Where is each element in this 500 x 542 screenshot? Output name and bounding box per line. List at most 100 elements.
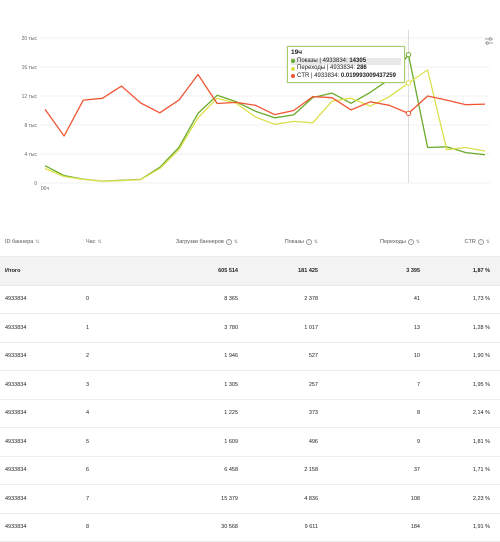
tooltip-row-value: 0.019993009437259	[341, 73, 396, 81]
y-tick-label: 0	[34, 181, 37, 187]
header-label: Переходы	[380, 239, 406, 245]
table-row: 4933834 8 30 568 9 611 184 1,91 %	[0, 514, 500, 542]
hover-point	[406, 52, 410, 56]
table-cell: 4933834	[5, 457, 26, 485]
table-cell: 7	[86, 485, 89, 513]
header-label: Показы	[285, 239, 304, 245]
table-cell: 2,14 %	[473, 400, 490, 428]
tooltip-title: 19ч	[291, 49, 401, 57]
column-header-shows[interactable]: Показы?⇅	[285, 228, 318, 256]
table-cell: 7	[417, 371, 420, 399]
table-cell: 3	[86, 371, 89, 399]
series-dot-icon	[291, 74, 295, 78]
info-icon[interactable]: ?	[478, 239, 484, 245]
sort-icon: ⇅	[314, 239, 318, 245]
info-icon[interactable]: ?	[306, 239, 312, 245]
table-cell: 15 379	[221, 485, 238, 513]
info-icon[interactable]: ?	[226, 239, 232, 245]
table-cell: 1 946	[224, 343, 238, 371]
column-header-loads[interactable]: Загрузки баннеров?⇅	[176, 228, 238, 256]
y-tick-label: 12 тыс	[22, 94, 38, 100]
table-cell: 3 395	[406, 257, 420, 285]
table-cell: 3 780	[224, 314, 238, 342]
table-cell: 5	[86, 428, 89, 456]
table-cell: 4933834	[5, 314, 26, 342]
table-cell: 2,23 %	[473, 485, 490, 513]
info-icon[interactable]: ?	[408, 239, 414, 245]
table-cell: Итого	[5, 257, 21, 285]
sort-icon: ⇅	[97, 239, 101, 245]
table-cell: 4933834	[5, 485, 26, 513]
sort-icon: ⇅	[486, 239, 490, 245]
header-label: Час	[86, 239, 95, 245]
table-cell: 37	[414, 457, 420, 485]
table-cell: 8	[417, 400, 420, 428]
table-cell: 181 425	[298, 257, 318, 285]
table-cell: 1 609	[224, 428, 238, 456]
table-cell: 1 017	[304, 314, 318, 342]
table-cell: 1,73 %	[473, 286, 490, 314]
table-row: 4933834 0 8 365 2 378 41 1,73 %	[0, 286, 500, 315]
series-line-2	[45, 70, 485, 181]
table-total-row: Итого 605 514 181 425 3 395 1,87 %	[0, 257, 500, 286]
table-cell: 4933834	[5, 343, 26, 371]
table-cell: 8	[86, 514, 89, 542]
table-cell: 30 568	[221, 514, 238, 542]
series-dot-icon	[291, 59, 295, 63]
table-cell: 1 225	[224, 400, 238, 428]
tooltip-row-label: CTR | 4933834:	[297, 73, 339, 81]
tooltip-row-ctr: CTR | 4933834: 0.019993009437259	[291, 73, 401, 81]
table-cell: 4933834	[5, 428, 26, 456]
table-cell: 1,81 %	[473, 428, 490, 456]
table-cell: 184	[411, 514, 420, 542]
column-header-banner-id[interactable]: ID баннера⇅	[5, 228, 40, 256]
table-cell: 9	[417, 428, 420, 456]
table-cell: 13	[414, 314, 420, 342]
table-cell: 1,28 %	[473, 314, 490, 342]
sliders-icon[interactable]	[484, 33, 494, 43]
table-cell: 1 305	[224, 371, 238, 399]
table-cell: 1,91 %	[473, 514, 490, 542]
table-cell: 373	[309, 400, 318, 428]
table-cell: 4933834	[5, 400, 26, 428]
table-cell: 2	[86, 343, 89, 371]
tooltip-row-label: Переходы | 4933834:	[297, 65, 355, 73]
series-line-1	[45, 55, 485, 181]
table-cell: 4	[86, 400, 89, 428]
table-row: 4933834 7 15 379 4 836 108 2,23 %	[0, 485, 500, 514]
column-header-ctr[interactable]: CTR?⇅	[464, 228, 490, 256]
table-cell: 4 836	[304, 485, 318, 513]
column-header-clicks[interactable]: Переходы?⇅	[380, 228, 420, 256]
y-tick-label: 20 тыс	[22, 36, 38, 42]
header-label: CTR	[464, 239, 475, 245]
tooltip-row-label: Показы | 4933834:	[297, 58, 348, 66]
stats-table: ID баннера⇅ Час⇅ Загрузки баннеров?⇅ Пок…	[0, 228, 500, 542]
table-cell: 2 378	[304, 286, 318, 314]
tooltip-row-value: 286	[357, 65, 367, 73]
table-cell: 4933834	[5, 286, 26, 314]
sort-icon: ⇅	[234, 239, 238, 245]
table-cell: 108	[411, 485, 420, 513]
table-cell: 1,95 %	[473, 371, 490, 399]
table-cell: 41	[414, 286, 420, 314]
table-header-row: ID баннера⇅ Час⇅ Загрузки баннеров?⇅ Пок…	[0, 228, 500, 257]
table-cell: 0	[86, 286, 89, 314]
table-cell: 8 365	[224, 286, 238, 314]
column-header-hour[interactable]: Час⇅	[86, 228, 102, 256]
table-cell: 1,87 %	[473, 257, 490, 285]
table-cell: 527	[309, 343, 318, 371]
y-tick-label: 16 тыс	[22, 65, 38, 71]
table-cell: 4933834	[5, 514, 26, 542]
table-cell: 1	[86, 314, 89, 342]
tooltip-row-value: 14305	[349, 58, 366, 66]
table-cell: 1,71 %	[473, 457, 490, 485]
table-cell: 9 611	[305, 514, 318, 542]
x-tick-label: 00ч	[41, 186, 50, 192]
tooltip-row-shows: Показы | 4933834: 14305	[291, 58, 401, 66]
sort-icon: ⇅	[416, 239, 420, 245]
table-cell: 6	[86, 457, 89, 485]
